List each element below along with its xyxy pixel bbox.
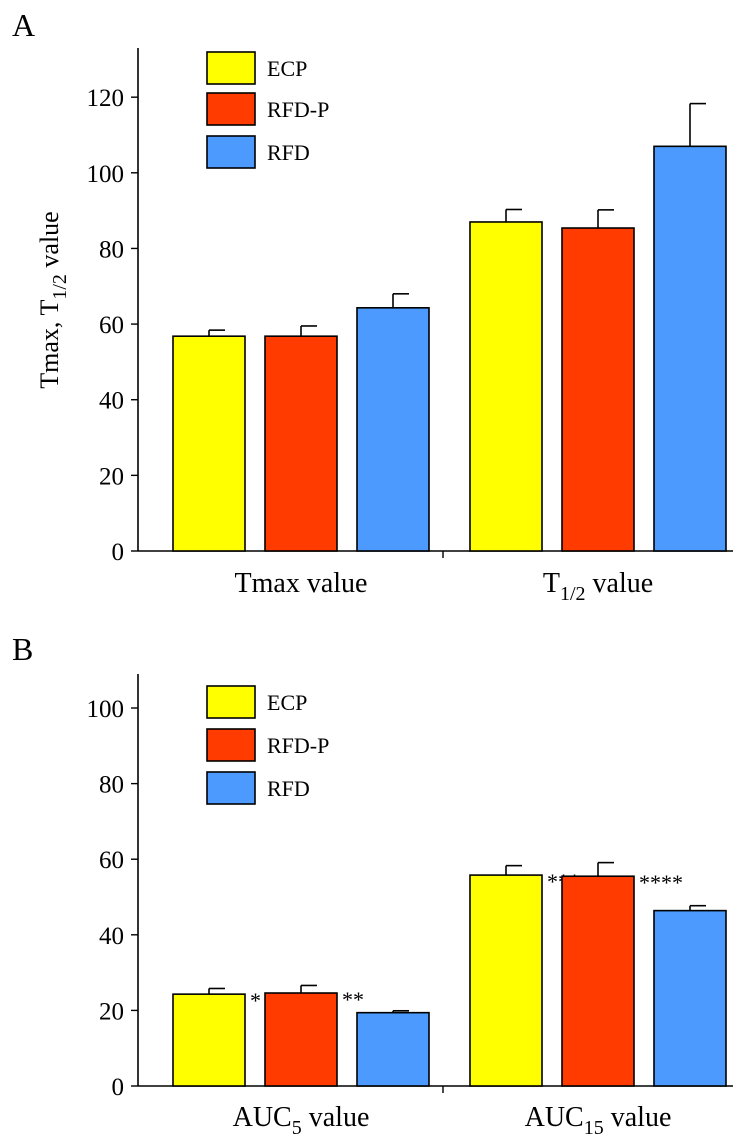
- significance-marker: ****: [639, 870, 683, 895]
- y-tick-label: 100: [87, 696, 125, 723]
- y-tick-label: 120: [87, 85, 125, 112]
- x-category-label: Tmax value: [235, 568, 368, 599]
- bar: [469, 221, 543, 552]
- bar: [469, 874, 543, 1087]
- x-category-label: AUC5 value: [233, 1102, 370, 1135]
- y-tick-label: 100: [87, 161, 125, 188]
- y-tick-label: 60: [99, 847, 124, 874]
- y-tick-label: 20: [99, 463, 124, 490]
- y-tick-label: 20: [99, 998, 124, 1025]
- bar: [653, 909, 727, 1087]
- legend-swatch: [206, 685, 256, 719]
- legend-label: ECP: [267, 56, 307, 81]
- legend-label: RFD: [267, 140, 310, 165]
- bar: [561, 875, 635, 1087]
- bar: [356, 307, 430, 552]
- y-tick-label: 80: [99, 772, 124, 799]
- y-tick-label: 40: [99, 923, 124, 950]
- y-tick-label: 0: [112, 1074, 125, 1101]
- y-tick-label: 0: [112, 539, 125, 566]
- y-tick-label: 60: [99, 312, 124, 339]
- legend-label: RFD: [267, 776, 310, 801]
- chart-panel-a: A 0 20 40 60 80 100 120 Tmax, T1/2 value Tmax val…: [12, 7, 733, 605]
- bar: [264, 992, 338, 1087]
- y-axis-label: Tmax, T1/2 value: [35, 211, 71, 388]
- x-category-label: T1/2 value: [543, 568, 653, 605]
- legend-label: ECP: [267, 690, 307, 715]
- significance-marker: *: [250, 988, 261, 1013]
- bar: [172, 993, 246, 1087]
- panel-letter: A: [12, 7, 35, 43]
- bar: [264, 335, 338, 552]
- legend-swatch: [206, 728, 256, 762]
- legend-swatch: [206, 135, 256, 169]
- y-tick-label: 40: [99, 388, 124, 415]
- y-tick-label: 80: [99, 236, 124, 263]
- legend-label: RFD-P: [267, 733, 329, 758]
- legend-label: RFD-P: [267, 97, 329, 122]
- bar: [356, 1011, 430, 1087]
- x-category-label: AUC15 value: [525, 1102, 672, 1135]
- significance-marker: **: [342, 987, 364, 1012]
- legend-swatch: [206, 92, 256, 126]
- bar: [561, 227, 635, 552]
- bar: [653, 145, 727, 552]
- panel-letter: B: [12, 631, 33, 667]
- bar: [172, 335, 246, 552]
- legend-swatch: [206, 771, 256, 805]
- legend-swatch: [206, 51, 256, 85]
